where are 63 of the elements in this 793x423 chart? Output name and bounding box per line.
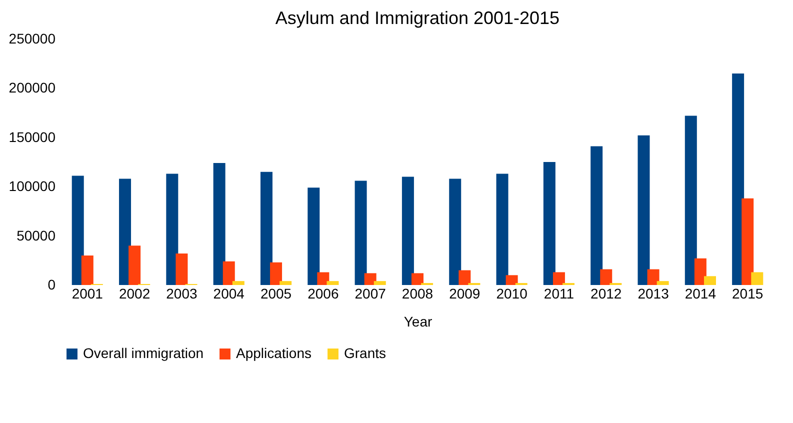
bar — [732, 73, 744, 285]
bar — [751, 272, 764, 285]
chart-title: Asylum and Immigration 2001-2015 — [275, 8, 560, 28]
bar — [552, 272, 565, 285]
bar — [742, 198, 754, 285]
bar — [374, 281, 386, 285]
bar — [128, 246, 141, 285]
bar — [506, 275, 518, 285]
x-tick-label: 2009 — [449, 286, 480, 302]
bar — [684, 116, 697, 285]
bar — [326, 281, 339, 285]
bar — [81, 255, 94, 285]
bar — [449, 178, 462, 285]
x-tick-label: 2014 — [684, 286, 716, 302]
bar — [222, 261, 235, 285]
x-tick-label: 2003 — [166, 286, 198, 302]
x-tick-label: 2013 — [638, 286, 670, 302]
bar — [638, 135, 650, 285]
y-tick-label: 200000 — [8, 80, 56, 96]
x-tick-label: 2010 — [496, 286, 528, 302]
bar — [656, 281, 669, 285]
y-tick-label: 50000 — [16, 227, 56, 244]
bar — [119, 178, 132, 285]
x-tick-label: 2011 — [544, 286, 574, 302]
bar — [317, 272, 330, 285]
bar — [694, 258, 706, 285]
x-tick-label: 2008 — [402, 286, 434, 302]
x-tick-label: 2006 — [308, 286, 339, 302]
y-tick-label: 100000 — [8, 178, 56, 194]
x-axis-title: Year — [404, 314, 432, 330]
x-tick-label: 2002 — [118, 286, 150, 302]
x-tick-label: 2005 — [260, 286, 292, 302]
x-tick-label: 2001 — [72, 286, 104, 302]
bar — [543, 162, 556, 285]
bar — [704, 276, 716, 285]
bar — [166, 174, 178, 285]
x-tick-label: 2004 — [213, 286, 245, 302]
bar — [308, 188, 320, 285]
bar — [402, 176, 414, 285]
bar — [458, 270, 471, 285]
bar — [232, 281, 244, 285]
bar — [72, 176, 84, 285]
bar — [647, 269, 660, 285]
bar — [600, 269, 612, 285]
bar — [260, 172, 272, 285]
bar — [590, 146, 603, 285]
bar — [496, 174, 508, 285]
legend-label: Overall immigration — [83, 345, 204, 361]
y-tick-label: 0 — [48, 276, 56, 292]
bar — [412, 273, 424, 285]
bar — [280, 281, 292, 285]
bar — [270, 262, 282, 285]
x-tick-label: 2015 — [732, 286, 764, 302]
bar — [213, 162, 226, 285]
x-tick-label: 2007 — [354, 286, 386, 302]
bar — [354, 180, 367, 285]
y-tick-label: 250000 — [8, 30, 56, 46]
y-tick-label: 150000 — [8, 128, 56, 145]
legend-label: Grants — [344, 345, 386, 361]
bar — [176, 254, 188, 285]
bar — [364, 273, 376, 285]
x-tick-label: 2012 — [590, 286, 622, 302]
legend-label: Applications — [236, 345, 312, 361]
